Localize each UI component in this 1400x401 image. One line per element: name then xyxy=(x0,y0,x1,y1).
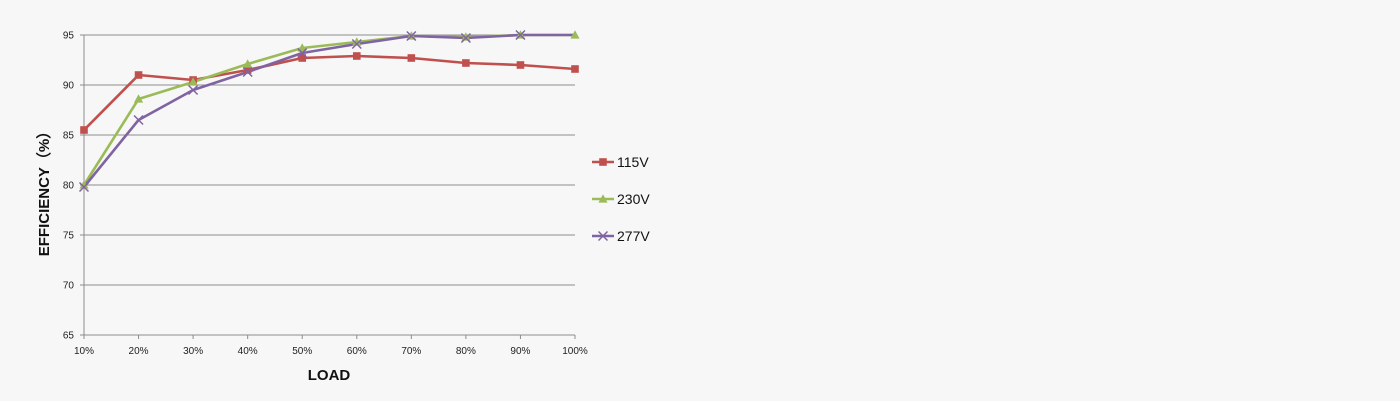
y-tick-label: 90 xyxy=(63,81,75,92)
point-115v xyxy=(407,54,416,62)
series-line-115v xyxy=(83,54,576,131)
x-tick-label: 20% xyxy=(129,346,149,357)
point-277v xyxy=(242,66,253,78)
point-230v xyxy=(352,37,362,46)
legend-marker-230v xyxy=(598,194,608,203)
legend-label-115v: 115V xyxy=(617,154,649,170)
series-lines xyxy=(82,33,576,188)
point-115v xyxy=(352,52,361,60)
point-230v xyxy=(243,59,253,68)
y-tick-label: 75 xyxy=(63,231,75,242)
series-line-277v xyxy=(82,33,575,188)
point-230v xyxy=(79,180,89,189)
x-tick-label: 100% xyxy=(562,346,588,357)
x-tick-label: 60% xyxy=(347,346,367,357)
point-230v xyxy=(461,32,471,41)
axes xyxy=(80,34,576,339)
legend-label-230v: 230V xyxy=(617,191,650,207)
legend-marker-115v xyxy=(599,158,607,166)
y-tick-labels: 65 70 75 80 85 90 95 xyxy=(63,31,75,342)
x-tick-label: 90% xyxy=(510,346,530,357)
point-115v xyxy=(134,71,143,79)
y-axis-title: EFFICIENCY（%） xyxy=(35,124,53,257)
series-markers xyxy=(78,29,580,193)
point-115v xyxy=(462,59,470,67)
x-tick-label: 70% xyxy=(401,346,421,357)
point-230v xyxy=(133,94,144,103)
y-tick-label: 70 xyxy=(63,281,75,292)
point-277v xyxy=(351,38,362,50)
point-277v xyxy=(460,32,471,44)
point-277v xyxy=(188,84,199,96)
legend-marker-277v xyxy=(597,230,609,242)
y-tick-label: 95 xyxy=(63,31,75,42)
x-tick-label: 80% xyxy=(456,346,476,357)
point-277v xyxy=(515,29,526,41)
x-axis-title: LOAD xyxy=(308,367,351,384)
point-230v xyxy=(188,77,198,86)
point-277v xyxy=(297,47,308,59)
point-230v xyxy=(570,30,580,39)
x-tick-label: 10% xyxy=(74,346,94,357)
x-tick-label: 50% xyxy=(292,346,312,357)
y-tick-label: 80 xyxy=(63,181,75,192)
point-277v xyxy=(78,181,90,193)
point-115v xyxy=(298,54,307,62)
y-tick-label: 65 xyxy=(63,331,75,342)
legend-label-277v: 277V xyxy=(617,228,650,244)
x-tick-labels: 10% 20% 30% 40% 50% 60% 70% 80% 90% 100% xyxy=(74,346,588,357)
point-115v xyxy=(80,126,88,134)
point-277v xyxy=(406,30,417,42)
x-tick-label: 30% xyxy=(183,346,203,357)
point-230v xyxy=(297,43,307,52)
point-115v xyxy=(516,61,525,69)
x-tick-label: 40% xyxy=(238,346,258,357)
point-115v xyxy=(243,66,252,74)
legend: 115V 230V 277V xyxy=(592,154,650,244)
gridlines xyxy=(84,34,575,336)
point-277v xyxy=(133,114,144,126)
point-115v xyxy=(571,65,579,73)
y-tick-label: 85 xyxy=(63,131,75,142)
